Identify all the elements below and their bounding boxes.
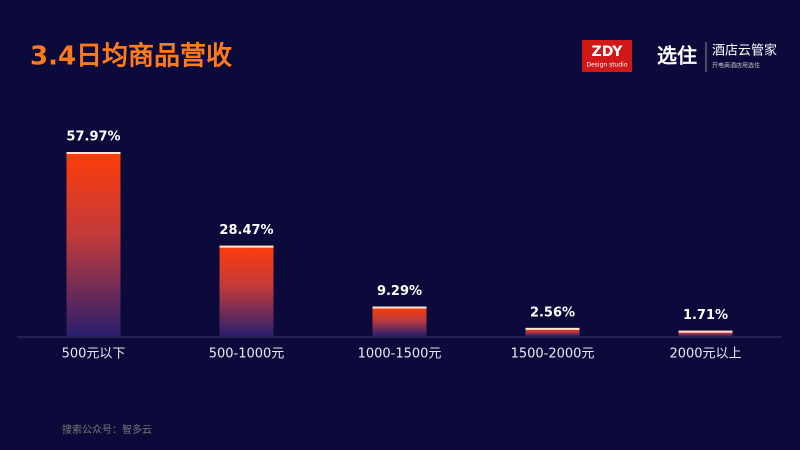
bar <box>678 330 733 336</box>
logo-box <box>582 40 632 72</box>
value-label: 28.47% <box>219 223 273 238</box>
x-tick-label: 1000-1500元 <box>358 347 442 362</box>
brand: 选住 <box>657 44 697 68</box>
chart-title: 3.4日均商品营收 <box>30 41 232 72</box>
x-tick-label: 1500-2000元 <box>511 347 595 362</box>
logo-main: ZDY <box>592 44 624 60</box>
footer: 搜索公众号：智多云 <box>62 423 152 436</box>
bar <box>372 306 427 336</box>
value-label: 9.29% <box>377 284 422 299</box>
value-label: 2.56% <box>530 305 575 320</box>
logo-sub: Design studio <box>586 62 627 69</box>
x-tick-label: 500-1000元 <box>209 347 285 362</box>
brand-name: 酒店云管家 <box>712 43 777 59</box>
bar <box>219 245 274 336</box>
value-label: 57.97% <box>66 130 120 145</box>
x-tick-label: 2000元以上 <box>669 347 741 362</box>
brand-slogan: 开电商酒店用选住 <box>712 62 760 70</box>
bar <box>66 152 121 336</box>
x-tick-label: 500元以下 <box>62 347 126 362</box>
value-label: 1.71% <box>683 308 728 323</box>
bar <box>525 327 580 336</box>
